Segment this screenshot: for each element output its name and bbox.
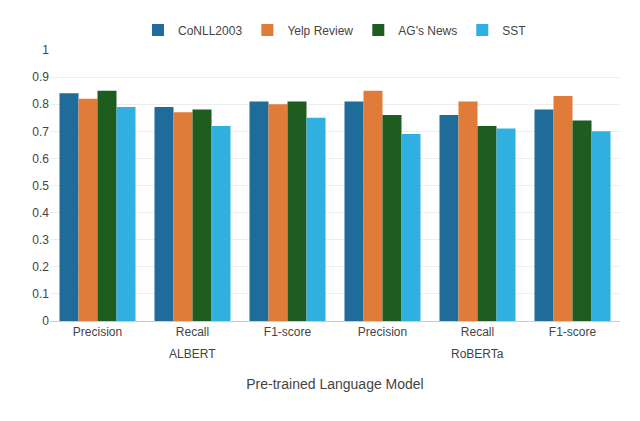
svg-text:Precision: Precision xyxy=(358,325,407,339)
svg-text:F1-score: F1-score xyxy=(549,325,597,339)
svg-text:1: 1 xyxy=(42,43,49,57)
svg-text:0.7: 0.7 xyxy=(32,125,49,139)
svg-text:0.1: 0.1 xyxy=(32,287,49,301)
svg-text:0.8: 0.8 xyxy=(32,97,49,111)
svg-text:0.6: 0.6 xyxy=(32,152,49,166)
svg-text:0.3: 0.3 xyxy=(32,233,49,247)
svg-text:0.9: 0.9 xyxy=(32,70,49,84)
svg-text:0.2: 0.2 xyxy=(32,260,49,274)
svg-text:Precision: Precision xyxy=(73,325,122,339)
svg-text:CoNLL2003: CoNLL2003 xyxy=(178,24,242,38)
svg-text:Yelp Review: Yelp Review xyxy=(287,24,353,38)
svg-text:0.5: 0.5 xyxy=(32,179,49,193)
svg-text:SST: SST xyxy=(502,24,526,38)
svg-text:AG's News: AG's News xyxy=(398,24,457,38)
svg-text:ALBERT: ALBERT xyxy=(169,347,216,361)
svg-text:Pre-trained Language Model: Pre-trained Language Model xyxy=(246,376,423,392)
svg-text:0: 0 xyxy=(42,314,49,328)
svg-text:Recall: Recall xyxy=(461,325,494,339)
svg-text:RoBERTa: RoBERTa xyxy=(451,347,504,361)
svg-text:F1-score: F1-score xyxy=(264,325,312,339)
svg-text:0.4: 0.4 xyxy=(32,206,49,220)
svg-text:Recall: Recall xyxy=(176,325,209,339)
